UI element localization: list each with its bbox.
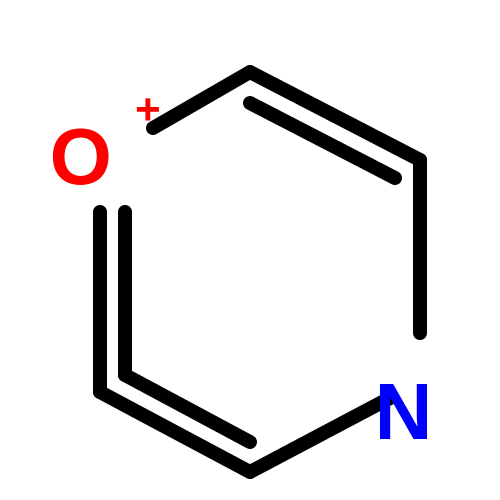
atom-o: O: [50, 111, 112, 203]
atom-n: N: [375, 366, 433, 458]
charge-o: +: [135, 85, 161, 135]
